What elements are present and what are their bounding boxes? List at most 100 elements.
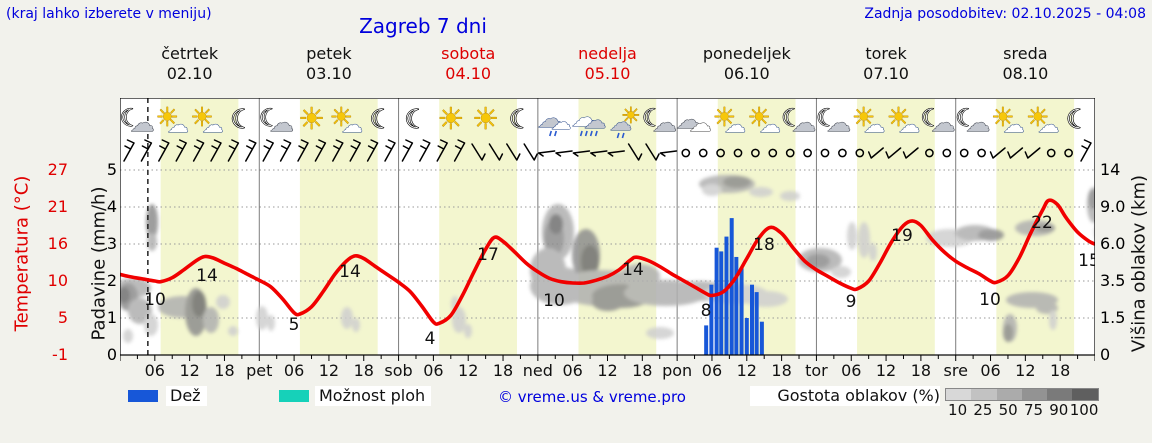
hour-label: 12 — [458, 361, 479, 380]
axis-tick-label: 1 — [106, 308, 117, 327]
wind-symbol-e — [555, 150, 573, 157]
moon-cloud-icon: ☾☁ — [815, 103, 851, 137]
hour-label: 06 — [980, 361, 1001, 380]
sun-icon: ☀ — [472, 102, 500, 138]
daytime-band — [299, 99, 378, 355]
sun-cloud-icon: ☀☁ — [747, 103, 781, 138]
cloud-blob — [120, 287, 130, 303]
svg-text:☁: ☁ — [130, 109, 154, 137]
rain-legend-label: Dež — [166, 386, 207, 406]
svg-text:☁: ☁ — [572, 103, 597, 132]
axis-tick-label: 14 — [1100, 160, 1121, 179]
cloud-blob — [203, 307, 219, 333]
page-title: Zagreb 7 dni — [359, 14, 487, 38]
wind-symbol-ne — [1080, 139, 1092, 162]
axis-tick-label: 3.5 — [1100, 271, 1126, 290]
hour-label: 12 — [1015, 361, 1036, 380]
day-abbr-label: tor — [805, 361, 828, 380]
axis-tick-label: 4 — [106, 197, 117, 216]
svg-text:☾: ☾ — [404, 105, 427, 135]
rain-bar — [709, 284, 714, 355]
day-name: nedelja — [578, 44, 637, 63]
wind-symbol-calm — [838, 148, 847, 158]
day-header: petek 03.10 — [259, 44, 398, 84]
cloud-blob — [723, 176, 751, 188]
svg-text:☾: ☾ — [781, 104, 803, 132]
wind-symbol-e — [607, 150, 625, 157]
cloud-blob — [267, 315, 275, 331]
svg-text:☁: ☁ — [584, 109, 606, 134]
svg-text:☁: ☁ — [203, 113, 224, 137]
wind-symbol-calm — [751, 148, 760, 158]
moon-cloud-icon: ☾☁ — [641, 103, 677, 137]
rain-bar — [714, 247, 719, 355]
day-name: ponedeljek — [702, 44, 791, 63]
wind-symbol-calm — [820, 148, 830, 158]
wind-symbol-ne — [210, 139, 222, 162]
wind-symbol-ne — [366, 139, 379, 162]
temperature-label: 4 — [425, 329, 436, 349]
density-swatch — [946, 389, 972, 400]
cloud-density-scale — [945, 388, 1099, 401]
wind-symbol-ne — [419, 139, 431, 162]
wind-symbol-ne — [227, 139, 240, 162]
rain-bar — [724, 236, 729, 355]
wind-symbol-calm — [803, 148, 812, 158]
wind-symbol-ne — [279, 139, 292, 162]
hour-label: 18 — [353, 361, 374, 380]
wind-symbol-ne — [192, 139, 205, 162]
cloud-blob — [123, 329, 133, 343]
cloud-blob — [341, 307, 353, 329]
copyright-link[interactable]: © vreme.us & vreme.pro — [498, 388, 686, 406]
svg-text:☁: ☁ — [538, 104, 563, 133]
hour-label: 06 — [841, 361, 862, 380]
sun-cloud-icon: ☀☁ — [1026, 103, 1060, 138]
rain-bar — [704, 325, 709, 355]
hour-label: 18 — [214, 361, 235, 380]
rain-bar — [739, 268, 744, 355]
cloud-height-axis-title: Višina oblakov (km) — [1128, 174, 1150, 353]
rain-bar — [719, 251, 724, 355]
svg-text:☁: ☁ — [966, 109, 990, 137]
wind-symbol-calm — [1064, 148, 1073, 158]
wind-symbol-calm — [925, 148, 934, 158]
cloud-blob — [780, 191, 800, 201]
day-abbr-label: sob — [384, 361, 413, 380]
cloud-blob — [146, 204, 158, 240]
wind-symbol-ne — [453, 139, 466, 162]
cloud-blob — [144, 314, 158, 336]
svg-text:☁: ☁ — [760, 113, 781, 137]
wind-symbol-calm — [768, 148, 778, 158]
rain-legend-swatch — [128, 390, 158, 402]
daytime-band — [578, 99, 657, 355]
svg-text:☾: ☾ — [259, 104, 281, 132]
axis-tick-label: 6.0 — [1100, 234, 1126, 253]
moon-cloud-icon: ☾☁ — [120, 103, 155, 137]
sun-shower-icon: ☀☁ — [609, 104, 641, 139]
cloud-density-legend-label: Gostota oblakov (%) — [750, 386, 940, 406]
cloud-blob — [464, 324, 472, 338]
hour-label: 18 — [632, 361, 653, 380]
density-swatch — [1021, 389, 1048, 400]
wind-symbol-calm — [977, 148, 986, 158]
wind-symbol-calm — [855, 148, 865, 158]
cloud-blob — [1088, 189, 1095, 209]
cloud-blob — [452, 307, 466, 333]
axis-tick-label: 9.0 — [1100, 197, 1126, 216]
density-tick-label: 90 — [1049, 401, 1069, 419]
svg-text:☀: ☀ — [298, 102, 325, 137]
day-header: četrtek 02.10 — [120, 44, 259, 84]
temperature-label: 15 — [1078, 251, 1095, 271]
svg-text:☾: ☾ — [509, 105, 532, 135]
cloud-blob — [847, 222, 857, 250]
cloud-blob — [978, 229, 1004, 241]
cloud-blob — [831, 266, 851, 278]
wind-symbol-ne — [401, 139, 414, 162]
svg-text:☀: ☀ — [991, 103, 1014, 133]
svg-text:☁: ☁ — [551, 110, 571, 134]
sun-cloud-icon: ☀☁ — [190, 103, 224, 138]
sun-cloud-icon: ☀☁ — [886, 103, 920, 138]
svg-text:☁: ☁ — [653, 109, 677, 137]
density-tick-label: 100 — [1069, 401, 1099, 419]
wind-symbol-se — [506, 143, 521, 161]
